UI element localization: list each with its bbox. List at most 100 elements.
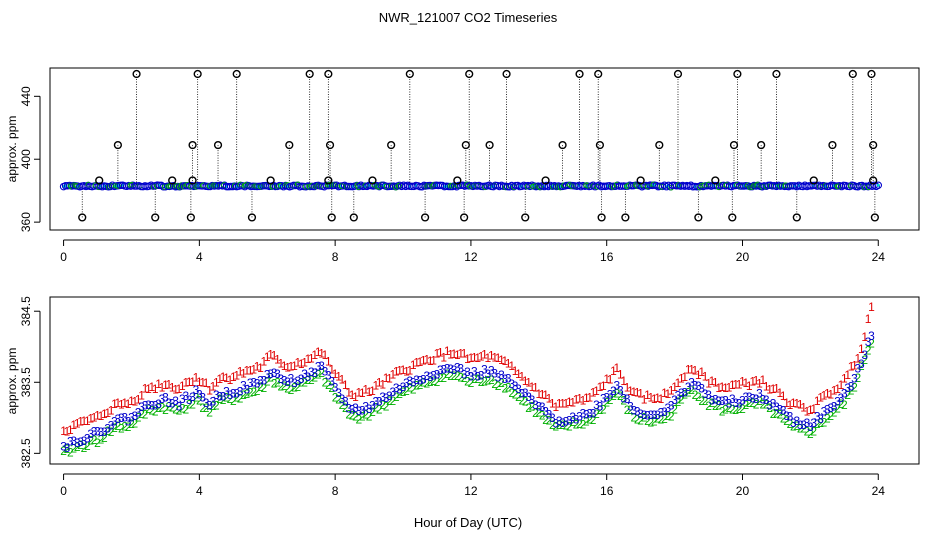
- bottom-point-series-2: 2: [512, 388, 519, 402]
- top-low-outlier: [78, 213, 87, 222]
- bottom-point-series-2: 2: [189, 398, 196, 412]
- bottom-point-series-3: 3: [518, 387, 525, 401]
- top-high-outlier: [324, 69, 333, 79]
- bottom-point-series-3: 3: [664, 401, 671, 415]
- bottom-point-series-1: 1: [722, 381, 729, 395]
- bottom-point-series-2: 2: [64, 442, 71, 456]
- bottom-point-series-1: 1: [328, 362, 335, 376]
- bottom-point-series-3: 3: [576, 410, 583, 424]
- bottom-point-series-1: 1: [342, 378, 349, 392]
- bottom-point-series-1: 1: [844, 368, 851, 382]
- bottom-point-series-2: 2: [600, 403, 607, 417]
- bottom-point-series-1: 1: [457, 347, 464, 361]
- bottom-point-series-3: 3: [67, 434, 74, 448]
- bottom-point-series-3: 3: [614, 379, 621, 393]
- bottom-point-series-3: 3: [658, 406, 665, 420]
- bottom-point-series-2: 2: [342, 401, 349, 415]
- bottom-point-series-2: 2: [783, 414, 790, 428]
- bottom-point-series-1: 1: [176, 382, 183, 396]
- bottom-point-series-2: 2: [240, 388, 247, 402]
- bottom-point-series-2: 2: [644, 414, 651, 428]
- bottom-point-series-2: 2: [87, 433, 94, 447]
- bottom-point-series-3: 3: [675, 388, 682, 402]
- bottom-point-series-3: 3: [359, 403, 366, 417]
- bottom-point-series-3: 3: [230, 386, 237, 400]
- bottom-point-series-2: 2: [821, 415, 828, 429]
- bottom-point-series-3: 3: [379, 390, 386, 404]
- bottom-point-series-2: 2: [359, 409, 366, 423]
- bottom-point-series-1: 1: [155, 377, 162, 391]
- bottom-point-series-3: 3: [776, 402, 783, 416]
- bottom-point-series-3: 3: [301, 367, 308, 381]
- bottom-point-series-1: 1: [261, 354, 268, 368]
- bottom-point-series-2: 2: [773, 406, 780, 420]
- bottom-point-series-2: 2: [159, 401, 166, 415]
- bottom-point-series-3: 3: [342, 394, 349, 408]
- bottom-point-series-1: 1: [749, 375, 756, 389]
- bottom-point-series-3: 3: [661, 405, 668, 419]
- bottom-point-series-2: 2: [542, 413, 549, 427]
- bottom-point-series-1: 1: [244, 363, 251, 377]
- bottom-point-series-3: 3: [165, 396, 172, 410]
- bottom-point-series-3: 3: [586, 406, 593, 420]
- bottom-point-series-2: 2: [74, 440, 81, 454]
- bottom-point-series-3: 3: [169, 397, 176, 411]
- bottom-point-series-3: 3: [722, 394, 729, 408]
- top-high-outlier: [867, 69, 876, 79]
- bottom-point-series-1: 1: [152, 382, 159, 396]
- bottom-point-series-3: 3: [396, 383, 403, 397]
- bottom-point-series-1: 1: [743, 376, 750, 390]
- bottom-point-series-3: 3: [844, 381, 851, 395]
- bottom-point-series-1: 1: [189, 375, 196, 389]
- top-mid-outlier: [113, 140, 122, 150]
- bottom-point-series-3: 3: [488, 364, 495, 378]
- bottom-point-series-1: 1: [515, 367, 522, 381]
- bottom-point-series-1: 1: [430, 353, 437, 367]
- bottom-point-series-3: 3: [647, 408, 654, 422]
- bottom-point-series-3: 3: [193, 383, 200, 397]
- bottom-point-series-1: 1: [702, 369, 709, 383]
- bottom-point-series-2: 2: [379, 398, 386, 412]
- bottom-point-series-3: 3: [176, 400, 183, 414]
- bottom-point-series-1: 1: [349, 388, 356, 402]
- bottom-point-series-3: 3: [267, 367, 274, 381]
- bottom-point-series-2: 2: [247, 386, 254, 400]
- bottom-point-series-3: 3: [417, 373, 424, 387]
- bottom-point-series-2: 2: [634, 412, 641, 426]
- bottom-point-series-2: 2: [213, 399, 220, 413]
- top-point: [876, 183, 880, 187]
- bottom-point-series-1: 1: [715, 381, 722, 395]
- bottom-point-series-1: 1: [668, 384, 675, 398]
- top-point: [294, 181, 301, 188]
- bottom-point-series-1: 1: [790, 396, 797, 410]
- bottom-point-series-1: 1: [552, 400, 559, 414]
- bottom-point-series-2: 2: [858, 359, 865, 373]
- bottom-point-series-1: 1: [447, 347, 454, 361]
- bottom-point-series-3: 3: [868, 329, 875, 343]
- bottom-point-series-1: 1: [393, 365, 400, 379]
- top-low-outlier: [870, 213, 879, 222]
- bottom-point-series-3: 3: [631, 403, 638, 417]
- bottom-point-series-3: 3: [101, 425, 108, 439]
- bottom-point-series-1: 1: [525, 376, 532, 390]
- bottom-point-series-1: 1: [600, 379, 607, 393]
- bottom-point-series-2: 2: [756, 394, 763, 408]
- bottom-point-series-3: 3: [440, 362, 447, 376]
- top-x-tick-label: 12: [464, 250, 478, 264]
- bottom-point-series-2: 2: [576, 417, 583, 431]
- bottom-point-series-3: 3: [566, 413, 573, 427]
- bottom-point-series-3: 3: [121, 411, 128, 425]
- bottom-point-series-2: 2: [328, 381, 335, 395]
- top-near-outlier: [636, 176, 645, 185]
- bottom-point-series-2: 2: [481, 374, 488, 388]
- bottom-point-series-1: 1: [230, 370, 237, 384]
- bottom-point-series-1: 1: [661, 386, 668, 400]
- bottom-point-series-3: 3: [308, 365, 315, 379]
- top-x-tick-label: 24: [872, 250, 886, 264]
- bottom-point-series-1: 1: [193, 371, 200, 385]
- top-x-tick-label: 16: [600, 250, 614, 264]
- bottom-point-series-1: 1: [495, 351, 502, 365]
- bottom-point-series-2: 2: [770, 407, 777, 421]
- bottom-point-series-2: 2: [661, 412, 668, 426]
- top-near-outlier: [168, 176, 177, 185]
